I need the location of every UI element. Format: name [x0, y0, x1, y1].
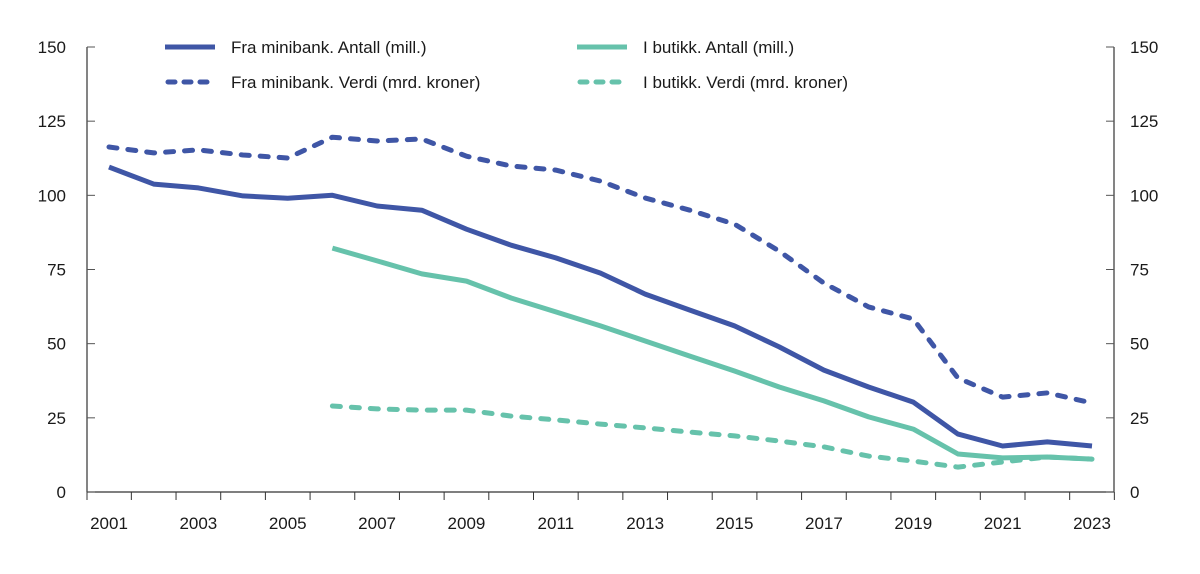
x-tick-label: 2019: [894, 514, 932, 533]
legend-label-2: Fra minibank. Verdi (mrd. kroner): [231, 73, 480, 92]
x-tick-label: 2015: [716, 514, 754, 533]
x-tick-label: 2011: [538, 514, 575, 533]
series-lines: [106, 134, 1095, 470]
y-tick-label-right: 100: [1130, 186, 1158, 205]
legend-label-1: Fra minibank. Antall (mill.): [231, 38, 427, 57]
y-tick-label-right: 75: [1130, 261, 1149, 280]
x-tick-label: 2001: [90, 514, 128, 533]
x-tick-label: 2003: [179, 514, 217, 533]
y-tick-label-right: 0: [1130, 483, 1139, 502]
x-tick-label: 2023: [1073, 514, 1111, 533]
y-tick-label-left: 25: [47, 409, 66, 428]
x-tick-label: 2021: [984, 514, 1022, 533]
y-tick-label-left: 0: [57, 483, 66, 502]
series-line-2: [106, 134, 1095, 406]
y-tick-label-left: 150: [38, 38, 66, 57]
x-tick-label: 2013: [626, 514, 664, 533]
axes: 0 0 25 25 50 50 75 75 100 100 125 125 150 150 2001 2003…: [38, 38, 1159, 533]
series-line-4: [329, 403, 1095, 470]
series-line-3: [331, 245, 1093, 462]
legend: Fra minibank. Antall (mill.) Fra minibank…: [165, 38, 848, 92]
x-tick-label: 2017: [805, 514, 843, 533]
x-tick-label: 2009: [448, 514, 486, 533]
y-tick-label-left: 100: [38, 186, 66, 205]
series-line-1: [108, 164, 1093, 449]
y-tick-label-right: 50: [1130, 335, 1149, 354]
x-tick-label: 2005: [269, 514, 307, 533]
x-tick-label: 2007: [358, 514, 396, 533]
y-tick-label-right: 25: [1130, 409, 1149, 428]
y-tick-label-left: 125: [38, 112, 66, 131]
y-tick-label-right: 150: [1130, 38, 1158, 57]
y-tick-label-left: 75: [47, 261, 66, 280]
legend-label-3: I butikk. Antall (mill.): [643, 38, 794, 57]
legend-label-4: I butikk. Verdi (mrd. kroner): [643, 73, 848, 92]
y-tick-label-right: 125: [1130, 112, 1158, 131]
y-tick-label-left: 50: [47, 335, 66, 354]
